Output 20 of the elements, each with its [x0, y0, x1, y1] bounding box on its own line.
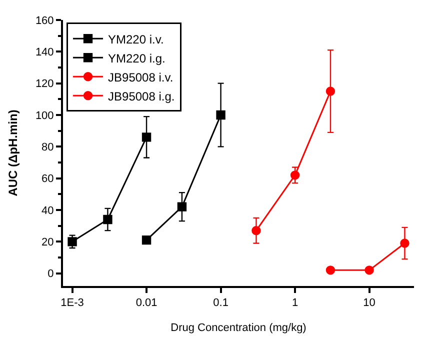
- y-tick-label: 40: [42, 204, 54, 217]
- y-tick-label: 120: [35, 78, 54, 90]
- x-tick-label: 0.01: [136, 297, 158, 310]
- x-axis-title: Drug Concentration (mg/kg): [170, 322, 306, 334]
- y-tick-label: 20: [42, 236, 54, 249]
- y-tick-label: 160: [35, 14, 54, 27]
- x-tick-label: 0.1: [213, 297, 228, 310]
- x-tick-label: 1: [292, 297, 298, 310]
- y-tick-label: 80: [42, 142, 54, 154]
- y-tick-label: 140: [35, 46, 54, 59]
- legend-label: YM220 i.v.: [108, 32, 164, 46]
- legend-label: JB95008 i.g.: [108, 89, 175, 104]
- y-tick-label: 0: [48, 268, 54, 280]
- legend-label: JB95008 i.v.: [108, 70, 174, 84]
- y-tick-label: 60: [42, 173, 54, 186]
- legend-label: YM220 i.g.: [108, 51, 166, 66]
- x-tick-label: 10: [363, 297, 376, 310]
- y-tick-label: 100: [35, 110, 54, 122]
- y-axis-title: AUC (ΔpH.min): [6, 110, 20, 196]
- x-tick-label: 1E-3: [60, 297, 84, 310]
